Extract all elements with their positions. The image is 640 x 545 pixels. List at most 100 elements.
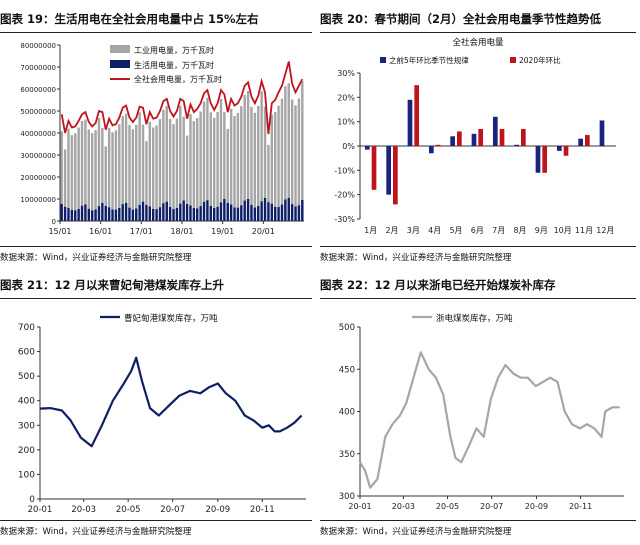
industrial-bar — [141, 124, 145, 202]
industrial-bar — [87, 129, 91, 209]
seasonal-bar — [471, 133, 477, 146]
residential-bar — [294, 206, 297, 221]
inventory-line — [39, 356, 303, 448]
residential-bar — [273, 206, 277, 221]
industrial-bar — [158, 119, 162, 208]
industrial-bar — [80, 120, 84, 206]
residential-bar — [277, 206, 280, 221]
residential-bar — [182, 200, 185, 221]
industrial-bar — [290, 99, 294, 205]
y-tick-label: 0% — [342, 142, 355, 151]
x-tick-label: 5月 — [449, 226, 462, 235]
x-tick-label: 6月 — [471, 226, 484, 235]
industrial-bar — [104, 146, 107, 206]
residential-bar — [260, 201, 263, 221]
residential-bar — [145, 204, 148, 221]
industrial-bar — [243, 94, 246, 201]
figure-20-source: 数据来源：Wind，兴业证券经济与金融研究院整理 — [320, 253, 512, 263]
residential-bar — [236, 207, 240, 221]
residential-bar — [158, 207, 162, 221]
y-tick-label: 450 — [339, 365, 355, 375]
seasonal-bar — [556, 146, 562, 151]
residential-bar — [216, 206, 219, 221]
residential-bar — [131, 209, 135, 221]
x-tick-label: 20-03 — [71, 505, 96, 515]
residential-bar — [297, 205, 301, 221]
industrial-bar — [277, 105, 280, 207]
legend-swatch-industrial — [110, 45, 130, 53]
industrial-bar — [301, 81, 304, 200]
legend-swatch-seasonal — [380, 57, 386, 63]
industrial-bar — [135, 124, 138, 209]
industrial-bar — [70, 135, 74, 210]
industrial-bar — [270, 114, 274, 204]
industrial-bar — [182, 116, 185, 201]
x-tick-label: 18/01 — [170, 227, 193, 236]
x-tick-label: 20-05 — [116, 505, 141, 515]
residential-bar — [124, 202, 128, 221]
figure-20-rule-bottom — [320, 246, 636, 247]
industrial-bar — [131, 129, 135, 210]
x-tick-label: 12月 — [596, 226, 614, 235]
seasonal-bar — [428, 146, 434, 154]
legend-label-residential: 生活用电量，万千瓦时 — [134, 60, 214, 70]
industrial-bar — [216, 112, 219, 207]
residential-bar — [206, 200, 209, 221]
residential-bar — [233, 207, 236, 221]
y-tick-label: 10% — [337, 118, 355, 127]
industrial-bar — [124, 113, 128, 203]
y-tick-label: 300 — [339, 492, 355, 502]
industrial-bar — [77, 127, 80, 209]
figure-20-rule — [320, 32, 636, 33]
residential-bar — [196, 208, 199, 221]
residential-bar — [114, 209, 118, 221]
total-electricity-line — [60, 61, 304, 135]
y-tick-label: -20% — [334, 191, 355, 200]
industrial-bar — [297, 98, 301, 206]
bar-2020 — [435, 144, 441, 146]
residential-bar — [243, 200, 246, 221]
y-tick-label: 20% — [337, 93, 355, 102]
residential-bar — [168, 206, 172, 221]
industrial-bar — [260, 91, 263, 202]
x-tick-label: 4月 — [428, 226, 441, 235]
industrial-bar — [111, 132, 114, 210]
y-tick-label: 200 — [18, 446, 35, 456]
industrial-bar — [257, 105, 260, 207]
residential-bar — [97, 206, 101, 221]
residential-bar — [202, 201, 206, 221]
industrial-bar — [172, 124, 175, 209]
industrial-bar — [121, 116, 124, 205]
seasonal-bar — [535, 146, 541, 173]
industrial-bar — [84, 119, 87, 205]
industrial-bar — [185, 135, 189, 204]
residential-bar — [209, 205, 213, 221]
residential-bar — [223, 199, 226, 221]
residential-bar — [87, 208, 91, 221]
x-tick-label: 19/01 — [211, 227, 234, 236]
industrial-bar — [223, 112, 226, 199]
seasonal-bar — [514, 144, 519, 146]
industrial-bar — [250, 107, 253, 205]
legend-label: 浙电煤炭库存，万吨 — [436, 313, 513, 324]
figure-22-rule — [320, 298, 636, 299]
seasonal-bar — [407, 99, 413, 146]
residential-bar — [104, 205, 107, 221]
seasonal-bar — [578, 138, 583, 146]
x-tick-label: 15/01 — [48, 227, 71, 236]
residential-bar — [60, 203, 63, 221]
x-tick-label: 9月 — [535, 226, 548, 235]
residential-bar — [267, 202, 270, 221]
industrial-bar — [229, 108, 233, 205]
x-tick-label: 20-07 — [480, 502, 503, 511]
x-tick-label: 3月 — [407, 226, 420, 235]
industrial-bar — [226, 129, 229, 203]
y-tick-label: 400 — [18, 397, 35, 407]
bar-2020 — [542, 146, 548, 173]
industrial-bar — [202, 101, 206, 202]
inventory-line — [359, 351, 620, 489]
x-tick-label: 20-09 — [205, 505, 230, 515]
y-tick-label: 0 — [52, 218, 56, 226]
industrial-bar — [148, 121, 152, 207]
